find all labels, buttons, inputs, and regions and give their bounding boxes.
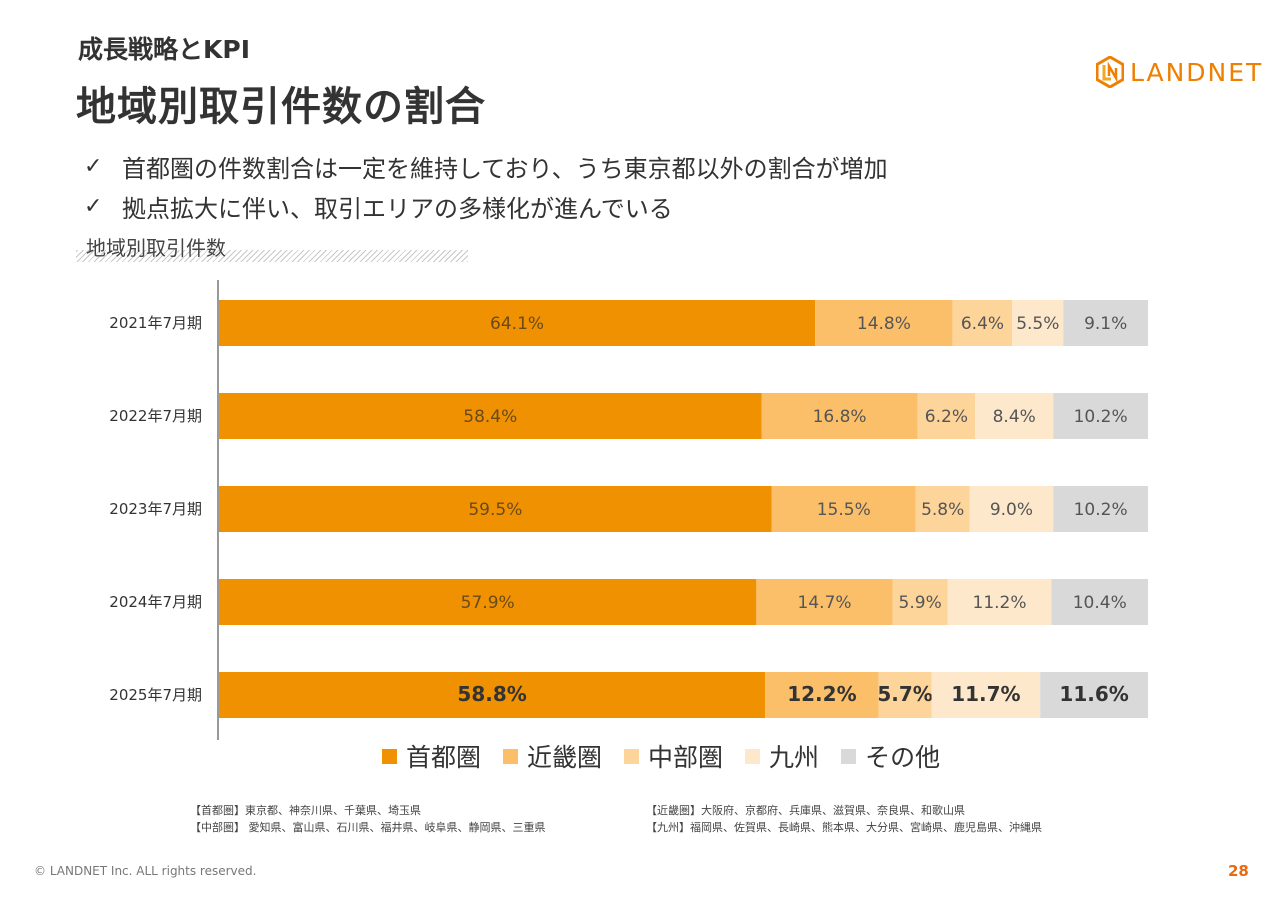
value-label: 15.5% [817,500,871,520]
legend-swatch [624,748,640,764]
note-line: 【中部圏】 愛知県、富山県、石川県、福井県、岐阜県、静岡県、三重県 [190,821,546,834]
bar-segment [1053,486,1148,532]
bullet-text: 拠点拡大に伴い、取引エリアの多様化が進んでいる [122,194,673,223]
legend-label: 中部圏 [648,743,724,772]
bar-segment [765,672,879,718]
value-label: 6.2% [925,407,968,427]
bar-segment [815,300,953,346]
chart-label: 地域別取引件数 [86,236,226,260]
bar-segment [947,579,1052,625]
legend-label: その他 [865,743,941,772]
chart-label-block: 地域別取引件数 [76,232,468,264]
value-label: 9.1% [1084,314,1127,334]
value-label: 5.8% [921,500,964,520]
value-label: 8.4% [993,407,1036,427]
region-notes-right: 【近畿圏】大阪府、京都府、兵庫県、滋賀県、奈良県、和歌山県 【九州】福岡県、佐賀… [646,802,1042,836]
bar-segment [219,393,762,439]
category-label: 2022年7月期 [109,407,202,425]
company-logo: LANDNET [1096,56,1261,90]
category-label: 2024年7月期 [109,593,202,611]
bar-segment [219,579,757,625]
check-icon: ✓ [84,193,103,219]
note-line: 【首都圏】東京都、神奈川県、千葉県、埼玉県 [190,804,421,817]
legend-swatch [382,748,397,764]
bullet-item: ✓ 首都圏の件数割合は一定を維持しており、うち東京都以外の割合が増加 [84,146,888,186]
page-title: 地域別取引件数の割合 [76,84,486,130]
stacked-bar-chart: 2021年7月期 64.1% 14.8% 6.4% 5.5% 9.1% 2022年7月期 58… [109,280,1148,740]
bar-segment [1051,579,1148,625]
check-icon: ✓ [84,153,103,179]
category-label: 2021年7月期 [109,314,202,332]
legend-item: 首都圏 [382,738,481,774]
bar-segment [952,300,1013,346]
legend-item: 中部圏 [624,738,723,774]
legend-swatch [841,748,857,764]
bar-segment [761,393,918,439]
value-label: 11.7% [951,682,1020,706]
region-notes-left: 【首都圏】東京都、神奈川県、千葉県、埼玉県 【中部圏】 愛知県、富山県、石川県、… [190,802,546,836]
category-label: 2025年7月期 [109,686,202,704]
bar-segment [1040,672,1148,718]
value-label: 16.8% [813,407,867,427]
value-label: 12.2% [787,682,856,706]
value-label: 10.2% [1074,500,1128,520]
legend-label: 近畿圏 [527,743,603,772]
note-line: 【近畿圏】大阪府、京都府、兵庫県、滋賀県、奈良県、和歌山県 [646,804,965,817]
section-subtitle: 成長戦略とKPI [78,35,250,64]
legend-label: 首都圏 [406,743,482,772]
bar-segment [878,672,932,718]
logo-mark-icon [1096,56,1124,88]
bar-segment [1053,393,1148,439]
bar-segment [1012,300,1064,346]
legend-item: 近畿圏 [503,738,602,774]
bullet-list: ✓ 首都圏の件数割合は一定を維持しており、うち東京都以外の割合が増加 ✓ 拠点拡… [84,146,888,226]
legend-item: 九州 [745,738,819,774]
bar-segment [969,486,1054,532]
chart-legend: 首都圏 近畿圏 中部圏 九州 その他 [382,738,962,774]
value-label: 58.8% [457,682,526,706]
hatch-underline [76,250,468,262]
bar-segment [219,486,772,532]
logo-text: LANDNET [1130,58,1264,87]
bar-segment [771,486,916,532]
page-number: 28 [1228,862,1249,880]
value-label: 9.0% [990,500,1033,520]
bar-segment [917,393,976,439]
value-label: 64.1% [490,314,544,334]
legend-swatch [503,748,519,764]
value-label: 14.8% [857,314,911,334]
bar-segment [931,672,1041,718]
legend-item: その他 [841,738,940,774]
bar-segment [975,393,1054,439]
category-label: 2023年7月期 [109,500,202,518]
value-label: 5.9% [899,593,942,613]
note-line: 【九州】福岡県、佐賀県、長崎県、熊本県、大分県、宮崎県、鹿児島県、沖縄県 [646,821,1042,834]
value-label: 58.4% [463,407,517,427]
value-label: 5.7% [877,682,932,706]
value-label: 11.6% [1059,682,1128,706]
bar-segment [756,579,893,625]
legend-swatch [745,748,761,764]
bar-segment [892,579,948,625]
value-label: 5.5% [1016,314,1059,334]
value-label: 10.2% [1074,407,1128,427]
value-label: 10.4% [1073,593,1127,613]
legend-label: 九州 [769,743,820,772]
value-label: 11.2% [973,593,1027,613]
copyright-footer: © LANDNET Inc. ALL rights reserved. [34,864,257,878]
bar-segment [219,300,816,346]
bar-segment [1063,300,1148,346]
bullet-item: ✓ 拠点拡大に伴い、取引エリアの多様化が進んでいる [84,186,888,226]
bar-segment [219,672,766,718]
value-label: 14.7% [798,593,852,613]
value-label: 6.4% [961,314,1004,334]
bullet-text: 首都圏の件数割合は一定を維持しており、うち東京都以外の割合が増加 [122,154,888,183]
bar-segment [915,486,970,532]
value-label: 59.5% [468,500,522,520]
value-label: 57.9% [461,593,515,613]
